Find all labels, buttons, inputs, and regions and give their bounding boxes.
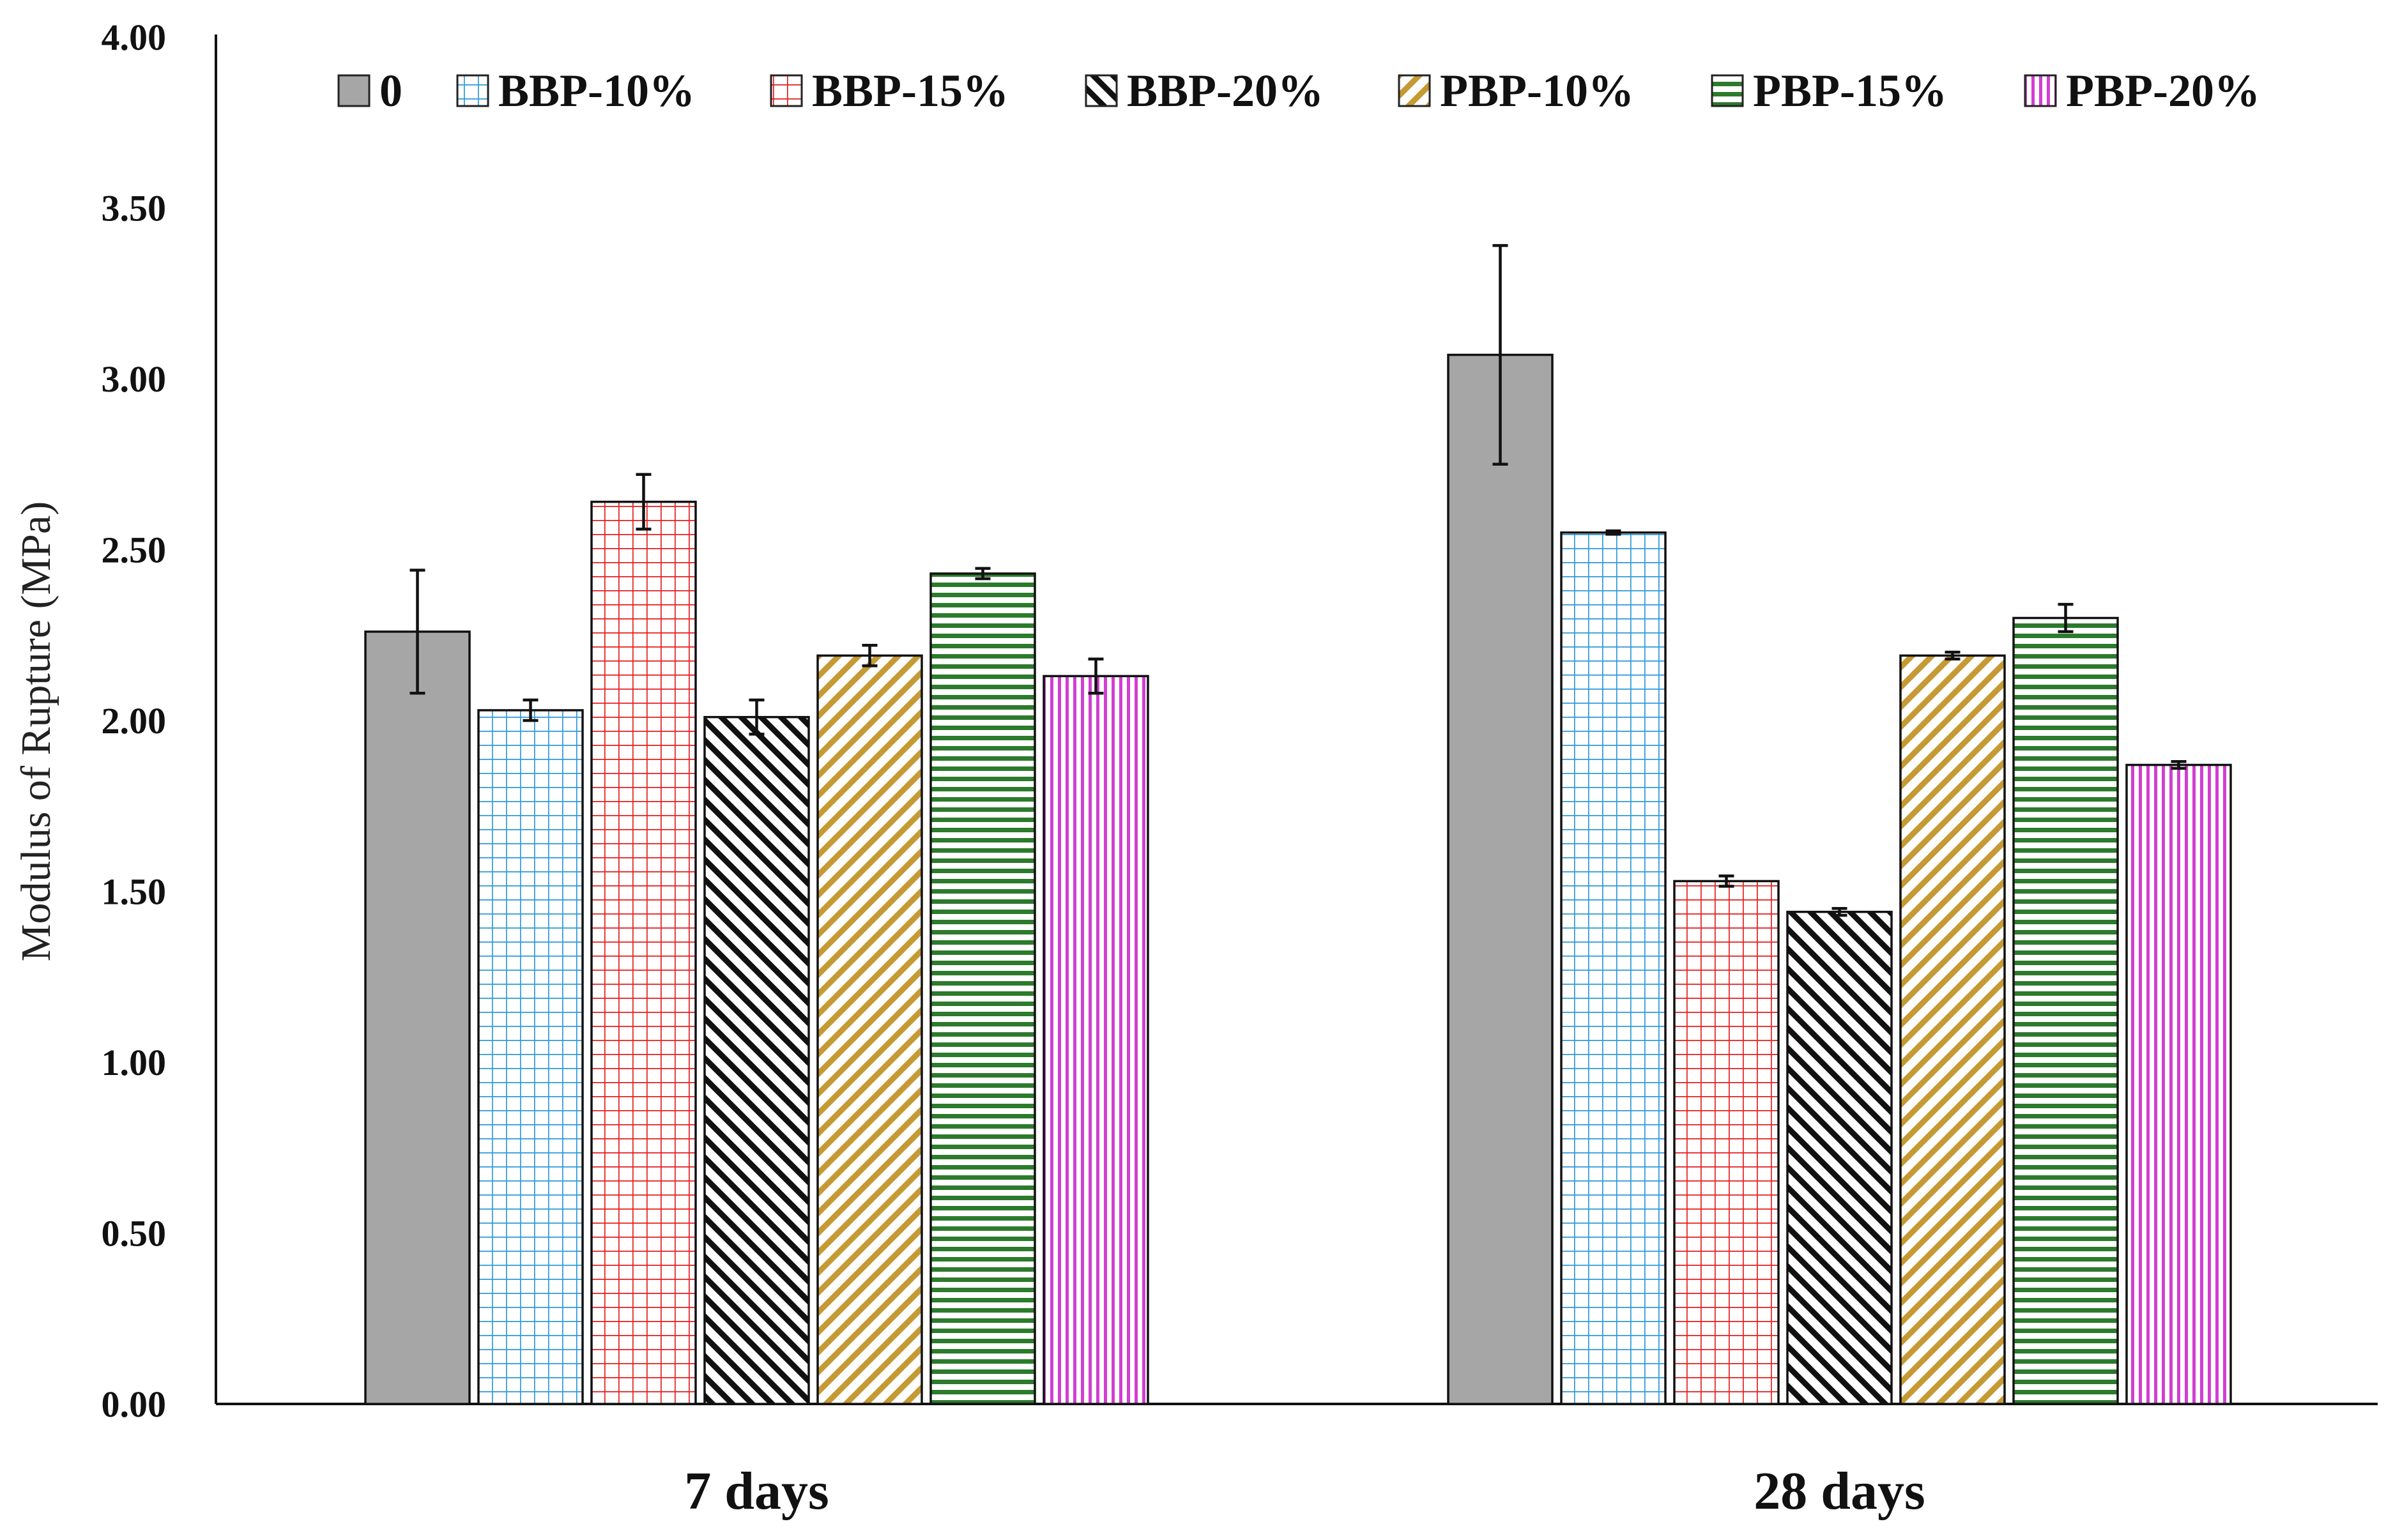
error-bar — [975, 567, 991, 581]
bar-PBP-20%-7-days — [1043, 675, 1149, 1405]
bar-BBP-15%-7-days — [590, 500, 697, 1405]
y-tick-label: 0.00 — [102, 1384, 167, 1425]
y-tick-label: 3.00 — [102, 358, 167, 400]
error-bar — [1088, 657, 1104, 695]
axes: 0.00 0.50 1.00 1.50 2.00 2.50 3.00 3.50 4.00 7 da… — [102, 17, 2378, 1521]
error-bar — [862, 644, 878, 667]
legend-item: PBP-20% — [2024, 65, 2260, 116]
bar-PBP-15%-7-days — [929, 572, 1036, 1405]
y-tick-label: 1.50 — [102, 871, 167, 913]
legend-item: PBP-15% — [1711, 65, 1947, 116]
legend-swatch — [456, 74, 489, 107]
x-category-label: 28 days — [1754, 1461, 1925, 1521]
legend-label: PBP-20% — [2066, 65, 2260, 116]
bar-BBP-10%-7-days — [477, 709, 584, 1405]
error-bars — [409, 244, 2187, 917]
error-bar — [2171, 759, 2187, 770]
bars — [364, 353, 2232, 1405]
error-bar — [1831, 907, 1847, 917]
legend-item: 0 — [337, 65, 402, 116]
legend: 0 BBP-10% BBP-15% BBP-20% PBP-10% PBP-15% PBP-… — [337, 65, 2260, 116]
legend-label: BBP-10% — [498, 65, 695, 116]
legend-swatch — [337, 74, 371, 107]
legend-swatch — [1398, 74, 1431, 107]
error-bar — [1718, 874, 1734, 888]
legend-label: PBP-15% — [1753, 65, 1947, 116]
bar-0-28-days — [1447, 353, 1554, 1405]
bar-PBP-10%-28-days — [1899, 654, 2006, 1405]
legend-label: BBP-15% — [812, 65, 1009, 116]
y-tick-label: 3.50 — [102, 188, 167, 229]
legend-swatch — [1085, 74, 1118, 107]
legend-label: BBP-20% — [1127, 65, 1324, 116]
y-axis-title: Modulus of Rupture (MPa) — [13, 501, 59, 961]
bar-BBP-20%-7-days — [703, 715, 810, 1405]
bar-BBP-20%-28-days — [1786, 910, 1893, 1405]
bar-BBP-15%-28-days — [1673, 880, 1780, 1405]
legend-label: 0 — [379, 65, 402, 116]
legend-swatch — [770, 74, 803, 107]
legend-item: PBP-10% — [1398, 65, 1634, 116]
error-bar — [636, 473, 652, 531]
error-bar — [1605, 529, 1621, 536]
bar-BBP-10%-28-days — [1560, 531, 1667, 1405]
bar-PBP-10%-7-days — [816, 654, 923, 1405]
legend-item: BBP-20% — [1085, 65, 1324, 116]
error-bar — [1945, 650, 1961, 660]
bar-PBP-20%-28-days — [2125, 763, 2232, 1405]
y-tick-label: 0.50 — [102, 1213, 167, 1254]
bar-0-7-days — [364, 630, 471, 1405]
legend-swatch — [2024, 74, 2057, 107]
y-tick-label: 2.00 — [102, 700, 167, 742]
legend-label: PBP-10% — [1440, 65, 1634, 116]
error-bar — [2058, 602, 2074, 634]
error-bar — [409, 568, 425, 695]
y-tick-label: 4.00 — [102, 17, 167, 58]
error-bar — [749, 698, 765, 736]
legend-swatch — [1711, 74, 1744, 107]
y-tick-label: 1.00 — [102, 1042, 167, 1083]
bar-PBP-15%-28-days — [2012, 616, 2119, 1405]
error-bar — [523, 698, 539, 722]
legend-item: BBP-10% — [456, 65, 695, 116]
error-bar — [1492, 244, 1508, 466]
legend-item: BBP-15% — [770, 65, 1009, 116]
x-category-label: 7 days — [684, 1461, 829, 1521]
y-tick-label: 2.50 — [102, 530, 167, 571]
